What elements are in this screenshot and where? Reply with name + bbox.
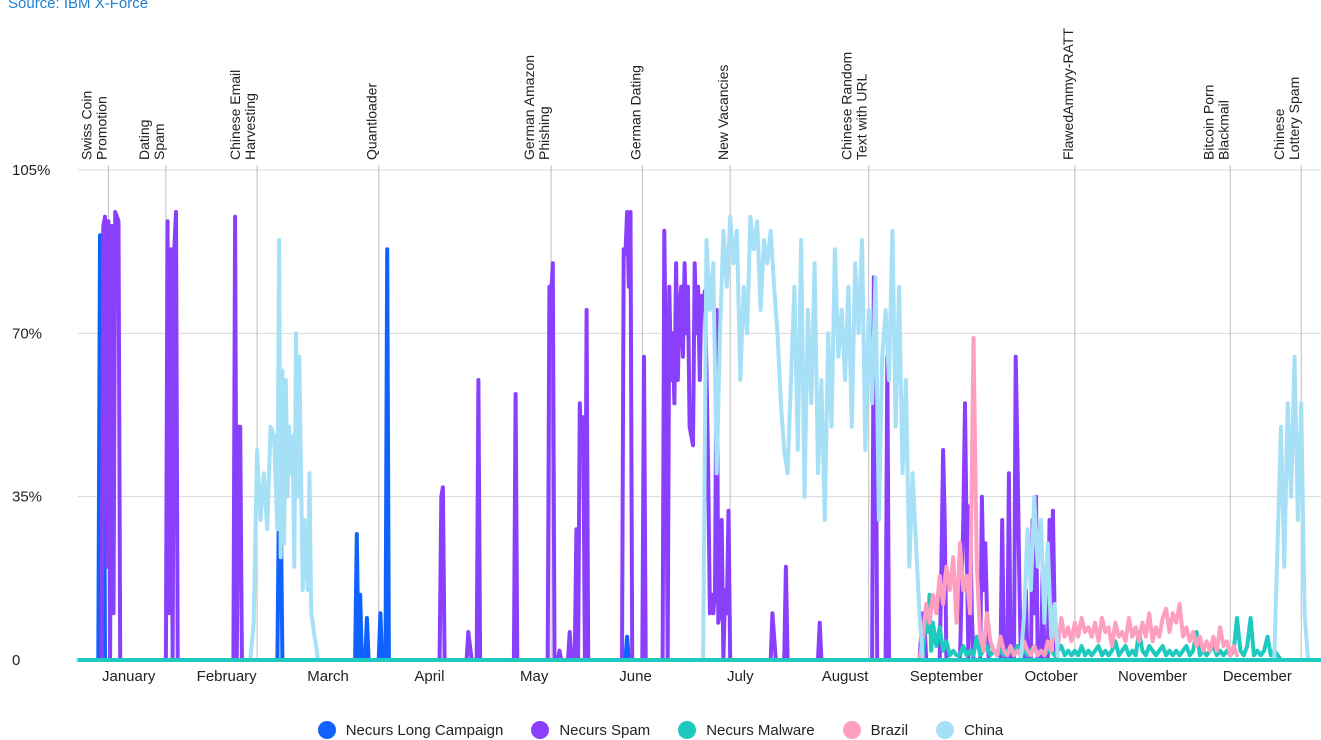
- legend-item: Necurs Long Campaign: [317, 721, 504, 739]
- annotation-label: Chinese Email: [227, 70, 243, 160]
- annotation-label: German Amazon: [521, 55, 537, 160]
- annotation: Dating Spam: [136, 120, 167, 660]
- annotation-label: Harvesting: [242, 93, 258, 160]
- y-tick-label: 0: [12, 652, 20, 669]
- annotation-label: Chinese: [1271, 108, 1287, 160]
- legend-label: Necurs Spam: [559, 721, 651, 739]
- series-line-necurs-malware: [76, 592, 1310, 662]
- x-tick-label: May: [520, 668, 549, 685]
- annotation-label: Quantloader: [364, 83, 380, 160]
- annotation-label: FlawedAmmyy-RATT: [1060, 28, 1076, 160]
- legend-swatch: [678, 721, 697, 739]
- annotation: Chinese Random Text with URL: [839, 52, 870, 660]
- legend-item: Necurs Malware: [678, 721, 815, 739]
- x-tick-label: October: [1025, 668, 1078, 685]
- x-tick-label: December: [1223, 668, 1292, 685]
- x-tick-label: January: [102, 668, 156, 685]
- annotation: Chinese Email Harvesting: [227, 70, 258, 660]
- y-tick-label: 35%: [12, 489, 42, 506]
- x-tick-label: June: [619, 668, 652, 685]
- legend-label: Brazil: [870, 721, 909, 739]
- annotation: German Amazon Phishing: [521, 55, 552, 660]
- x-tick-label: April: [414, 668, 444, 685]
- annotation-label: Phishing: [536, 106, 552, 160]
- y-axis-tick-labels: 0 35% 70% 105%: [12, 162, 50, 669]
- horizontal-grid: [78, 169, 1321, 661]
- campaign-annotations: Swiss Coin Promotion Dating Spam Chinese Ema…: [78, 28, 1302, 660]
- annotation: Bitcoin Porn Blackmail: [1200, 85, 1231, 660]
- x-tick-label: February: [197, 668, 258, 685]
- legend-swatch: [936, 721, 955, 739]
- annotation-label: Dating: [136, 120, 152, 160]
- x-tick-label: September: [910, 668, 983, 685]
- legend-label: China: [964, 721, 1004, 739]
- annotation-label: Chinese Random: [839, 52, 855, 160]
- series-line-china: [76, 214, 1310, 662]
- legend-swatch: [842, 721, 861, 739]
- annotation-label: Bitcoin Porn: [1200, 85, 1216, 160]
- annotation: Quantloader: [364, 83, 380, 660]
- annotation: FlawedAmmyy-RATT: [1060, 28, 1076, 660]
- series-lines: [76, 210, 1321, 662]
- legend: Necurs Long Campaign Necurs Spam Necurs Ma…: [0, 720, 1321, 740]
- y-tick-label: 70%: [12, 325, 42, 342]
- annotation-label: Promotion: [93, 96, 109, 160]
- y-tick-label: 105%: [12, 162, 50, 179]
- x-tick-label: July: [727, 668, 754, 685]
- x-axis-month-labels: January February March April May June July Augu…: [102, 668, 1292, 685]
- legend-label: Necurs Long Campaign: [345, 721, 504, 739]
- annotation-label: Swiss Coin: [78, 91, 94, 160]
- legend-swatch: [531, 721, 550, 739]
- source-label: Source: IBM X-Force: [8, 0, 149, 12]
- annotation-label: German Dating: [627, 65, 643, 160]
- legend-item: Necurs Spam: [531, 721, 650, 739]
- annotation-label: New Vacancies: [715, 65, 731, 160]
- x-tick-label: March: [307, 668, 349, 685]
- legend-item: Brazil: [842, 721, 909, 739]
- annotation-label: Lottery Spam: [1286, 77, 1302, 160]
- legend-label: Necurs Malware: [706, 721, 815, 739]
- legend-item: China: [936, 721, 1003, 739]
- annotation-label: Text with URL: [854, 73, 870, 160]
- spam-campaign-line-chart: 0 35% 70% 105% Swiss Coin Promotion Dating Spa…: [12, 28, 1321, 685]
- series-line-necurs-spam: [76, 210, 1310, 662]
- x-tick-label: August: [822, 668, 870, 685]
- annotation-label: Blackmail: [1215, 100, 1231, 160]
- x-tick-label: November: [1118, 668, 1187, 685]
- legend-swatch: [317, 721, 336, 739]
- annotation-label: Spam: [151, 123, 167, 160]
- series-line-brazil: [76, 336, 1239, 662]
